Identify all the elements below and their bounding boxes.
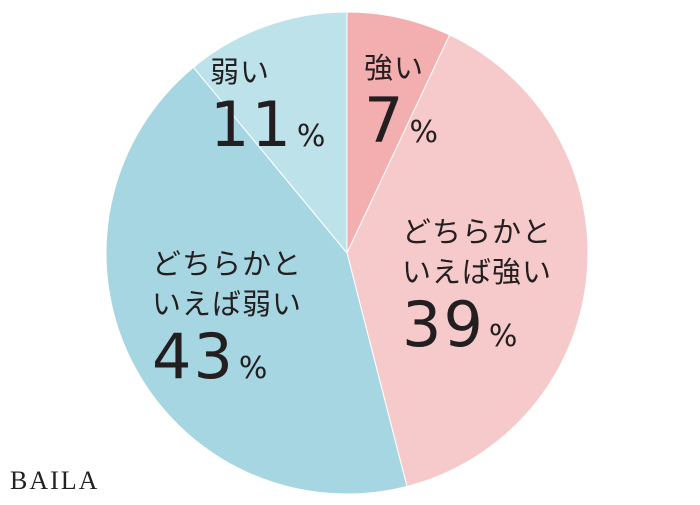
category-label: 強い <box>364 51 425 85</box>
value-label: 39 <box>402 288 485 361</box>
value-line: 43% <box>152 324 302 390</box>
value-line: 11% <box>210 92 360 158</box>
pie-slice <box>105 66 408 495</box>
slice-label: どちらかといえば強い 39% <box>402 212 552 358</box>
category-label: 弱い <box>210 55 271 89</box>
pie-slice <box>346 34 589 488</box>
value-line: 7% <box>364 88 514 154</box>
unit-label: % <box>488 319 518 354</box>
slice-label: どちらかといえば弱い 43% <box>152 244 302 390</box>
value-label: 7 <box>364 84 406 157</box>
pie-slice <box>346 11 451 254</box>
pie-slice <box>192 11 348 255</box>
value-line: 39% <box>402 292 552 358</box>
watermark: BAILA <box>10 466 100 495</box>
value-label: 11 <box>210 88 293 161</box>
slice-label: 弱い 11% <box>210 52 360 158</box>
category-label: どちらかといえば弱い <box>152 247 303 321</box>
category-label: どちらかといえば強い <box>402 215 553 289</box>
unit-label: % <box>409 115 438 150</box>
unit-label: % <box>238 351 268 386</box>
unit-label: % <box>296 119 326 154</box>
value-label: 43 <box>152 320 235 393</box>
slice-label: 強い 7% <box>364 48 514 154</box>
